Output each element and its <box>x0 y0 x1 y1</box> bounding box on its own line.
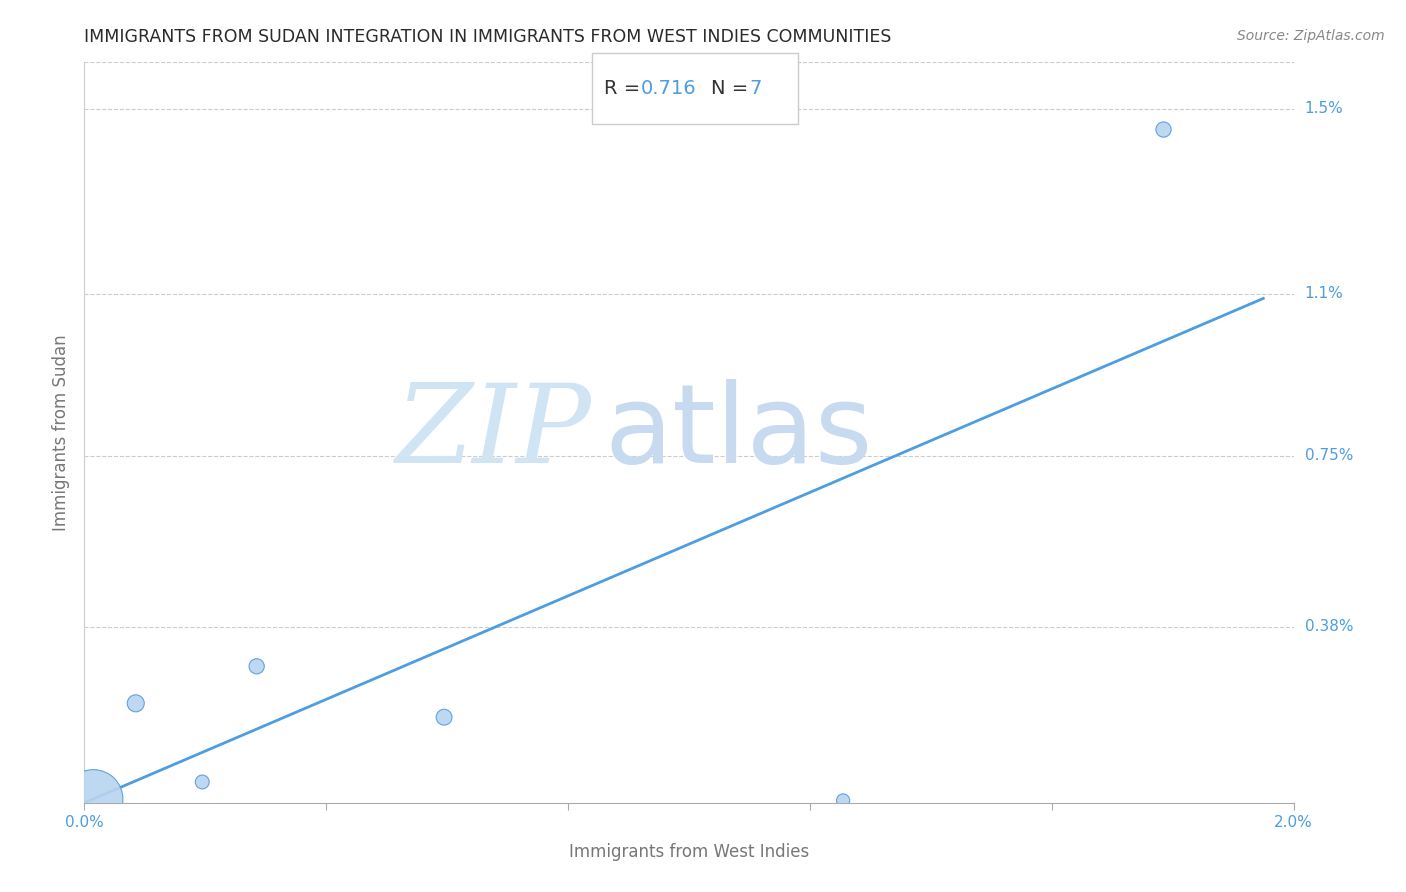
Text: 7: 7 <box>749 78 762 98</box>
X-axis label: Immigrants from West Indies: Immigrants from West Indies <box>569 844 808 862</box>
Y-axis label: Immigrants from Sudan: Immigrants from Sudan <box>52 334 70 531</box>
Text: 1.1%: 1.1% <box>1305 286 1343 301</box>
Text: ZIP: ZIP <box>396 379 592 486</box>
Point <box>832 793 855 807</box>
Point <box>1153 122 1175 136</box>
Point <box>433 710 456 724</box>
Text: 0.716: 0.716 <box>641 78 696 98</box>
Point <box>246 659 269 673</box>
Text: N =: N = <box>710 78 754 98</box>
Text: Source: ZipAtlas.com: Source: ZipAtlas.com <box>1237 29 1385 43</box>
Text: atlas: atlas <box>605 379 873 486</box>
Point <box>82 792 104 806</box>
Point <box>125 696 148 710</box>
Text: R =: R = <box>605 78 647 98</box>
Text: IMMIGRANTS FROM SUDAN INTEGRATION IN IMMIGRANTS FROM WEST INDIES COMMUNITIES: IMMIGRANTS FROM SUDAN INTEGRATION IN IMM… <box>84 28 891 45</box>
Text: 0.75%: 0.75% <box>1305 449 1353 463</box>
Point <box>191 775 214 789</box>
Text: 1.5%: 1.5% <box>1305 101 1343 116</box>
FancyBboxPatch shape <box>592 53 797 124</box>
Text: 0.38%: 0.38% <box>1305 619 1353 634</box>
